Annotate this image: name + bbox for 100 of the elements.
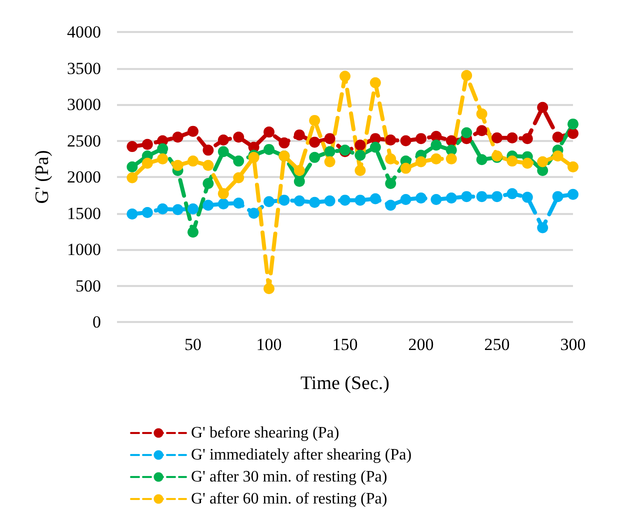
point	[522, 133, 533, 144]
point	[157, 143, 168, 154]
point	[537, 156, 548, 168]
point	[416, 192, 426, 204]
point	[400, 135, 412, 146]
point	[354, 194, 366, 206]
y-tick-label: 3000	[67, 95, 101, 114]
point	[172, 160, 184, 171]
point	[354, 140, 366, 151]
point	[202, 144, 214, 156]
point	[416, 133, 426, 144]
point	[142, 207, 153, 218]
point	[400, 162, 412, 174]
point	[142, 138, 153, 150]
point	[126, 172, 138, 184]
point	[188, 226, 198, 238]
point	[568, 128, 578, 139]
point	[202, 160, 214, 171]
y-tick-label: 2500	[67, 131, 101, 150]
point	[446, 153, 457, 164]
point	[568, 161, 578, 172]
x-tick-label: 250	[484, 335, 510, 354]
point	[370, 193, 381, 204]
point	[233, 198, 244, 209]
point	[552, 132, 564, 143]
point	[126, 141, 138, 152]
point	[278, 137, 290, 148]
point	[492, 132, 502, 144]
x-axis-title: Time (Sec.)	[300, 373, 390, 394]
point	[385, 134, 396, 146]
point	[461, 70, 472, 81]
point	[324, 195, 336, 206]
point	[476, 125, 488, 136]
x-tick-label: 50	[184, 335, 202, 354]
point	[264, 196, 274, 208]
point	[264, 283, 274, 294]
point	[294, 164, 305, 176]
point	[188, 156, 198, 167]
point	[248, 208, 260, 219]
point	[430, 140, 442, 151]
point	[370, 77, 381, 88]
point	[430, 194, 442, 205]
y-tick-label: 4000	[67, 22, 101, 42]
point	[294, 129, 305, 140]
point	[172, 204, 184, 216]
point	[568, 118, 578, 130]
point	[294, 195, 305, 206]
point	[324, 156, 336, 168]
point	[340, 194, 350, 206]
point	[446, 192, 457, 204]
point	[385, 153, 396, 164]
point	[537, 222, 548, 234]
point	[385, 178, 396, 190]
point	[370, 133, 381, 144]
point	[126, 161, 138, 172]
point	[324, 133, 336, 144]
point	[218, 146, 229, 158]
y-tick-label: 2000	[67, 168, 101, 186]
point	[400, 194, 412, 205]
point	[568, 188, 578, 200]
point	[218, 198, 229, 210]
point	[354, 150, 366, 161]
x-tick-label: 100	[256, 335, 282, 354]
point	[233, 156, 244, 167]
point	[340, 70, 350, 82]
point	[142, 158, 153, 169]
point	[202, 200, 214, 211]
point	[552, 191, 564, 202]
point	[506, 132, 518, 144]
point	[476, 108, 488, 120]
point	[506, 156, 518, 167]
point	[233, 132, 244, 143]
point	[476, 191, 488, 202]
y-tick-label: 0	[92, 312, 101, 332]
y-tick-label: 1000	[67, 240, 101, 259]
point	[354, 164, 366, 176]
point	[188, 126, 198, 137]
x-tick-label: 300	[560, 335, 586, 354]
point	[264, 144, 274, 155]
point	[552, 150, 564, 162]
y-tick-label: 500	[76, 276, 101, 296]
point	[264, 126, 274, 138]
y-tick-label: 1500	[67, 204, 101, 223]
x-tick-label: 200	[408, 335, 434, 354]
y-axis-title: G' (Pa)	[32, 150, 53, 204]
point	[309, 152, 320, 163]
point	[294, 176, 305, 187]
point	[218, 188, 229, 200]
point	[172, 132, 184, 143]
point	[416, 156, 426, 168]
y-tick-label: 3500	[67, 58, 101, 78]
point	[537, 102, 548, 113]
legend-label: G' immediately after shearing (Pa)	[191, 446, 412, 464]
point	[461, 191, 472, 202]
legend-label: G' after 30 min. of resting (Pa)	[191, 468, 388, 486]
point	[446, 135, 457, 146]
legend-label: G' after 60 min. of resting (Pa)	[191, 490, 388, 508]
point	[202, 178, 214, 190]
point	[309, 196, 320, 208]
point	[278, 194, 290, 206]
